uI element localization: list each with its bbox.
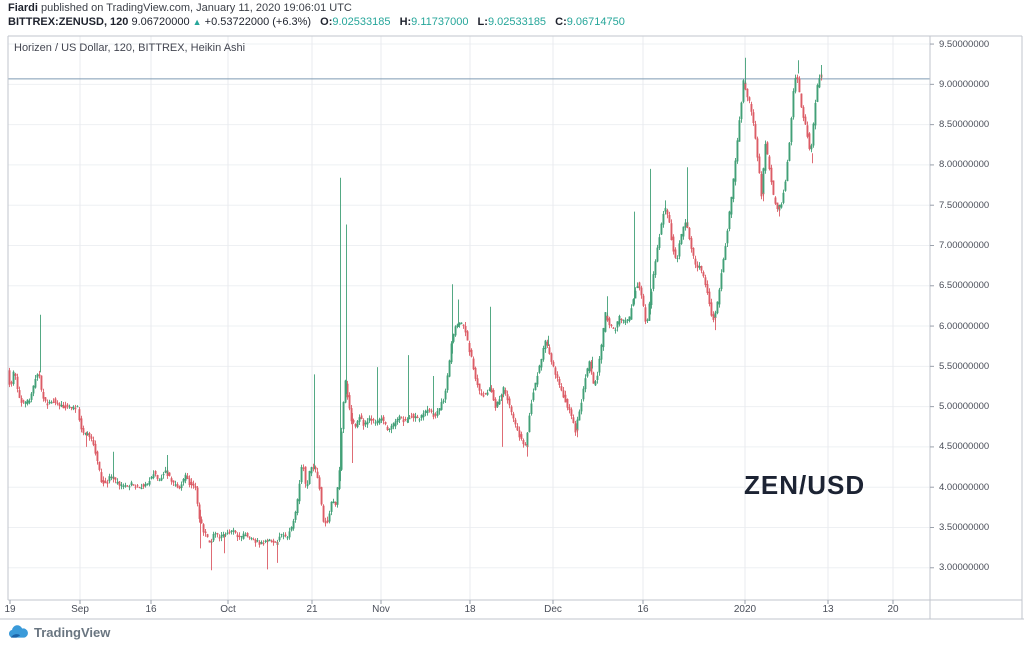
high-label: H: xyxy=(399,16,412,28)
price-axis-label: 5.50000000 xyxy=(939,360,990,372)
time-axis-label: 16 xyxy=(145,604,157,615)
price-axis-label: 6.00000000 xyxy=(939,320,990,332)
time-axis-label: 18 xyxy=(464,604,476,615)
publish-info: Fiardi published on TradingView.com, Jan… xyxy=(8,2,352,14)
price-axis-label: 9.50000000 xyxy=(939,38,990,50)
close-label: C: xyxy=(555,16,567,28)
symbol-info-bar: BITTREX:ZENUSD, 120 9.06720000 ▲ +0.5372… xyxy=(8,16,625,28)
time-axis-label: Oct xyxy=(220,604,236,615)
up-arrow-icon: ▲ xyxy=(192,17,202,27)
open-label: O: xyxy=(320,16,333,28)
price-axis-label: 3.00000000 xyxy=(939,562,990,574)
price-axis-label: 9.00000000 xyxy=(939,78,990,90)
time-axis-label: 16 xyxy=(637,604,649,615)
time-axis-label: Nov xyxy=(372,604,390,615)
time-axis-label: 2020 xyxy=(733,604,757,615)
close-value: 9.06714750 xyxy=(566,16,625,28)
symbol-label: BITTREX:ZENUSD, 120 xyxy=(8,16,129,28)
candles-layer xyxy=(8,72,823,548)
tradingview-cloud-icon xyxy=(8,624,28,638)
series-label: Horizen / US Dollar, 120, BITTREX, Heiki… xyxy=(14,42,246,54)
price-axis-label: 7.50000000 xyxy=(939,199,990,211)
price-change: +0.53722000 (+6.3%) xyxy=(204,16,312,28)
price-axis-label: 6.50000000 xyxy=(939,280,990,292)
last-price: 9.06720000 xyxy=(131,16,190,28)
time-axis-label: 20 xyxy=(887,604,899,615)
price-axis-label: 7.00000000 xyxy=(939,239,990,251)
time-axis-label: Dec xyxy=(544,604,562,615)
tradingview-logo[interactable]: TradingView xyxy=(7,622,110,642)
author-name: Fiardi xyxy=(8,2,38,14)
price-axis-label: 5.00000000 xyxy=(939,401,990,413)
publish-text: published on TradingView.com, January 11… xyxy=(37,2,352,14)
low-label: L: xyxy=(477,16,488,28)
high-value: 9.11737000 xyxy=(411,16,469,28)
time-axis-label: 21 xyxy=(306,604,318,615)
time-axis-label: 13 xyxy=(822,604,834,615)
price-axis-label: 3.50000000 xyxy=(939,521,990,533)
low-value: 9.02533185 xyxy=(487,16,547,28)
tradingview-brand-text: TradingView xyxy=(34,624,111,640)
open-value: 9.02533185 xyxy=(332,16,391,28)
time-axis-label: 19 xyxy=(4,604,16,615)
price-axis-label: 8.50000000 xyxy=(939,119,990,131)
price-axis-label: 4.00000000 xyxy=(939,481,990,493)
price-axis-label: 8.00000000 xyxy=(939,159,990,171)
symbol-watermark: ZEN/USD xyxy=(744,470,866,500)
time-axis-label: Sep xyxy=(71,604,89,615)
price-axis-label: 4.50000000 xyxy=(939,441,990,453)
